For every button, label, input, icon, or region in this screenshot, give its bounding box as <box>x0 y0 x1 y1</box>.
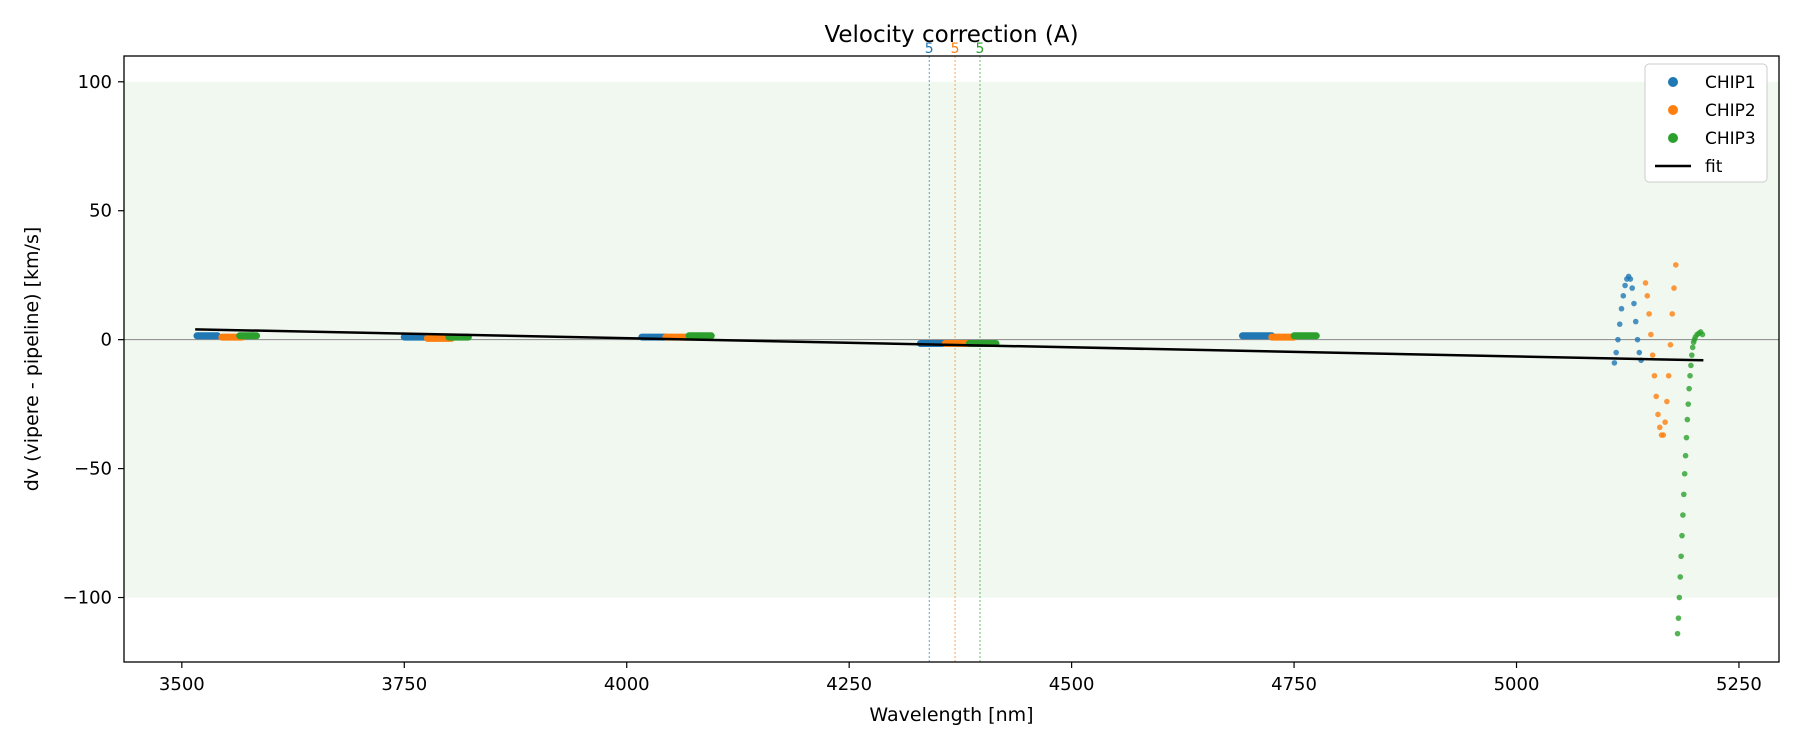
chip3-point-8 <box>1680 491 1687 498</box>
chip3-point-13 <box>1685 401 1692 407</box>
chip3-point-9 <box>1681 470 1688 477</box>
fit-line <box>195 328 1704 362</box>
chip2-point-2 <box>1644 293 1651 299</box>
chip1-point-10 <box>1627 276 1634 282</box>
chip3-point-6 <box>1679 532 1685 539</box>
y-tick-label-0: −100 <box>63 588 112 609</box>
chip3-point-25 <box>1699 331 1706 338</box>
legend-marker-chip2 <box>1668 105 1678 115</box>
legend-label-chip1: CHIP1 <box>1705 73 1756 93</box>
x-tick-label-4250: 4250 <box>826 674 872 695</box>
x-tick-label-5250: 5250 <box>1716 674 1762 695</box>
x-tick-label-3500: 3500 <box>159 674 205 695</box>
chip3-point-18 <box>1689 344 1696 351</box>
chip3-point-12 <box>1684 416 1691 423</box>
chip3-point-10 <box>1682 452 1689 459</box>
chip1-point-12 <box>1631 300 1637 307</box>
chip3-point-3 <box>1676 594 1683 601</box>
chip1-point-3 <box>1615 336 1621 343</box>
chip1-point-2 <box>1613 349 1619 356</box>
chip1-point-15 <box>1636 349 1643 356</box>
chip3-point-7 <box>1680 512 1686 518</box>
chip3-point-17 <box>1689 352 1695 358</box>
legend: CHIP1 CHIP2 CHIP3 fit <box>1644 63 1768 183</box>
chip2-point-4 <box>1648 331 1654 338</box>
y-tick-label-2: 0 <box>101 330 112 351</box>
chip2-point-9 <box>1656 424 1663 431</box>
chip2-point-18 <box>1672 262 1679 268</box>
legend-label-chip2: CHIP2 <box>1705 101 1756 121</box>
chip2-point-12 <box>1662 419 1668 425</box>
chip2-point-7 <box>1653 393 1660 400</box>
chip2-point-16 <box>1669 311 1676 317</box>
vertical-line-label-3: 5 <box>976 41 985 57</box>
chip1-point-4 <box>1616 321 1623 327</box>
chip1-point-6 <box>1620 293 1627 299</box>
chip2-point-11 <box>1660 432 1667 438</box>
chip2-point-8 <box>1655 411 1661 418</box>
x-tick-label-3750: 3750 <box>381 674 427 695</box>
y-tick-label-1: −50 <box>74 459 112 480</box>
chip3-point-14 <box>1686 385 1692 392</box>
x-tick-label-4500: 4500 <box>1049 674 1095 695</box>
chip1-point-1 <box>1611 360 1618 366</box>
x-tick-label-5000: 5000 <box>1494 674 1540 695</box>
chip1-point-11 <box>1629 285 1635 291</box>
y-tick-label-4: 100 <box>78 72 112 93</box>
chip3-point-1 <box>1674 630 1681 637</box>
legend-label-chip3: CHIP3 <box>1705 129 1756 149</box>
chip1-point-7 <box>1622 282 1628 289</box>
chip2-point-1 <box>1642 280 1649 286</box>
chart-title: Velocity correction (A) <box>824 22 1078 48</box>
chip3-point-15 <box>1687 372 1693 379</box>
chip1-point-14 <box>1634 336 1641 343</box>
legend-marker-chip3 <box>1668 133 1678 143</box>
vertical-line-label-2: 5 <box>951 41 960 57</box>
chip3-point-5 <box>1678 553 1684 560</box>
vertical-line-label-1: 5 <box>925 41 934 57</box>
axes-frame <box>123 55 1780 663</box>
chip3-point-4 <box>1677 574 1684 580</box>
x-axis-label: Wavelength [nm] <box>869 704 1033 726</box>
chip3-point-16 <box>1688 362 1694 369</box>
chip2-point-15 <box>1667 342 1674 348</box>
chip1-point-13 <box>1632 318 1639 325</box>
chip2-point-6 <box>1651 372 1658 379</box>
chip2-point-5 <box>1649 352 1656 358</box>
chip2-point-14 <box>1665 372 1672 379</box>
legend-label-fit: fit <box>1705 157 1723 177</box>
chip2-point-13 <box>1664 398 1670 405</box>
y-axis-label: dv (vipere - pipeline) [km/s] <box>21 227 43 492</box>
legend-box <box>1644 63 1768 183</box>
legend-marker-chip1 <box>1668 77 1678 87</box>
y-tick-label-3: 50 <box>89 201 112 222</box>
chip2-point-17 <box>1671 285 1677 291</box>
x-tick-label-4000: 4000 <box>604 674 650 695</box>
chip1-point-5 <box>1618 305 1625 312</box>
chip3-point-11 <box>1683 434 1690 441</box>
chip3-point-2 <box>1675 615 1682 621</box>
x-tick-label-4750: 4750 <box>1271 674 1317 695</box>
chip2-point-3 <box>1646 311 1652 317</box>
